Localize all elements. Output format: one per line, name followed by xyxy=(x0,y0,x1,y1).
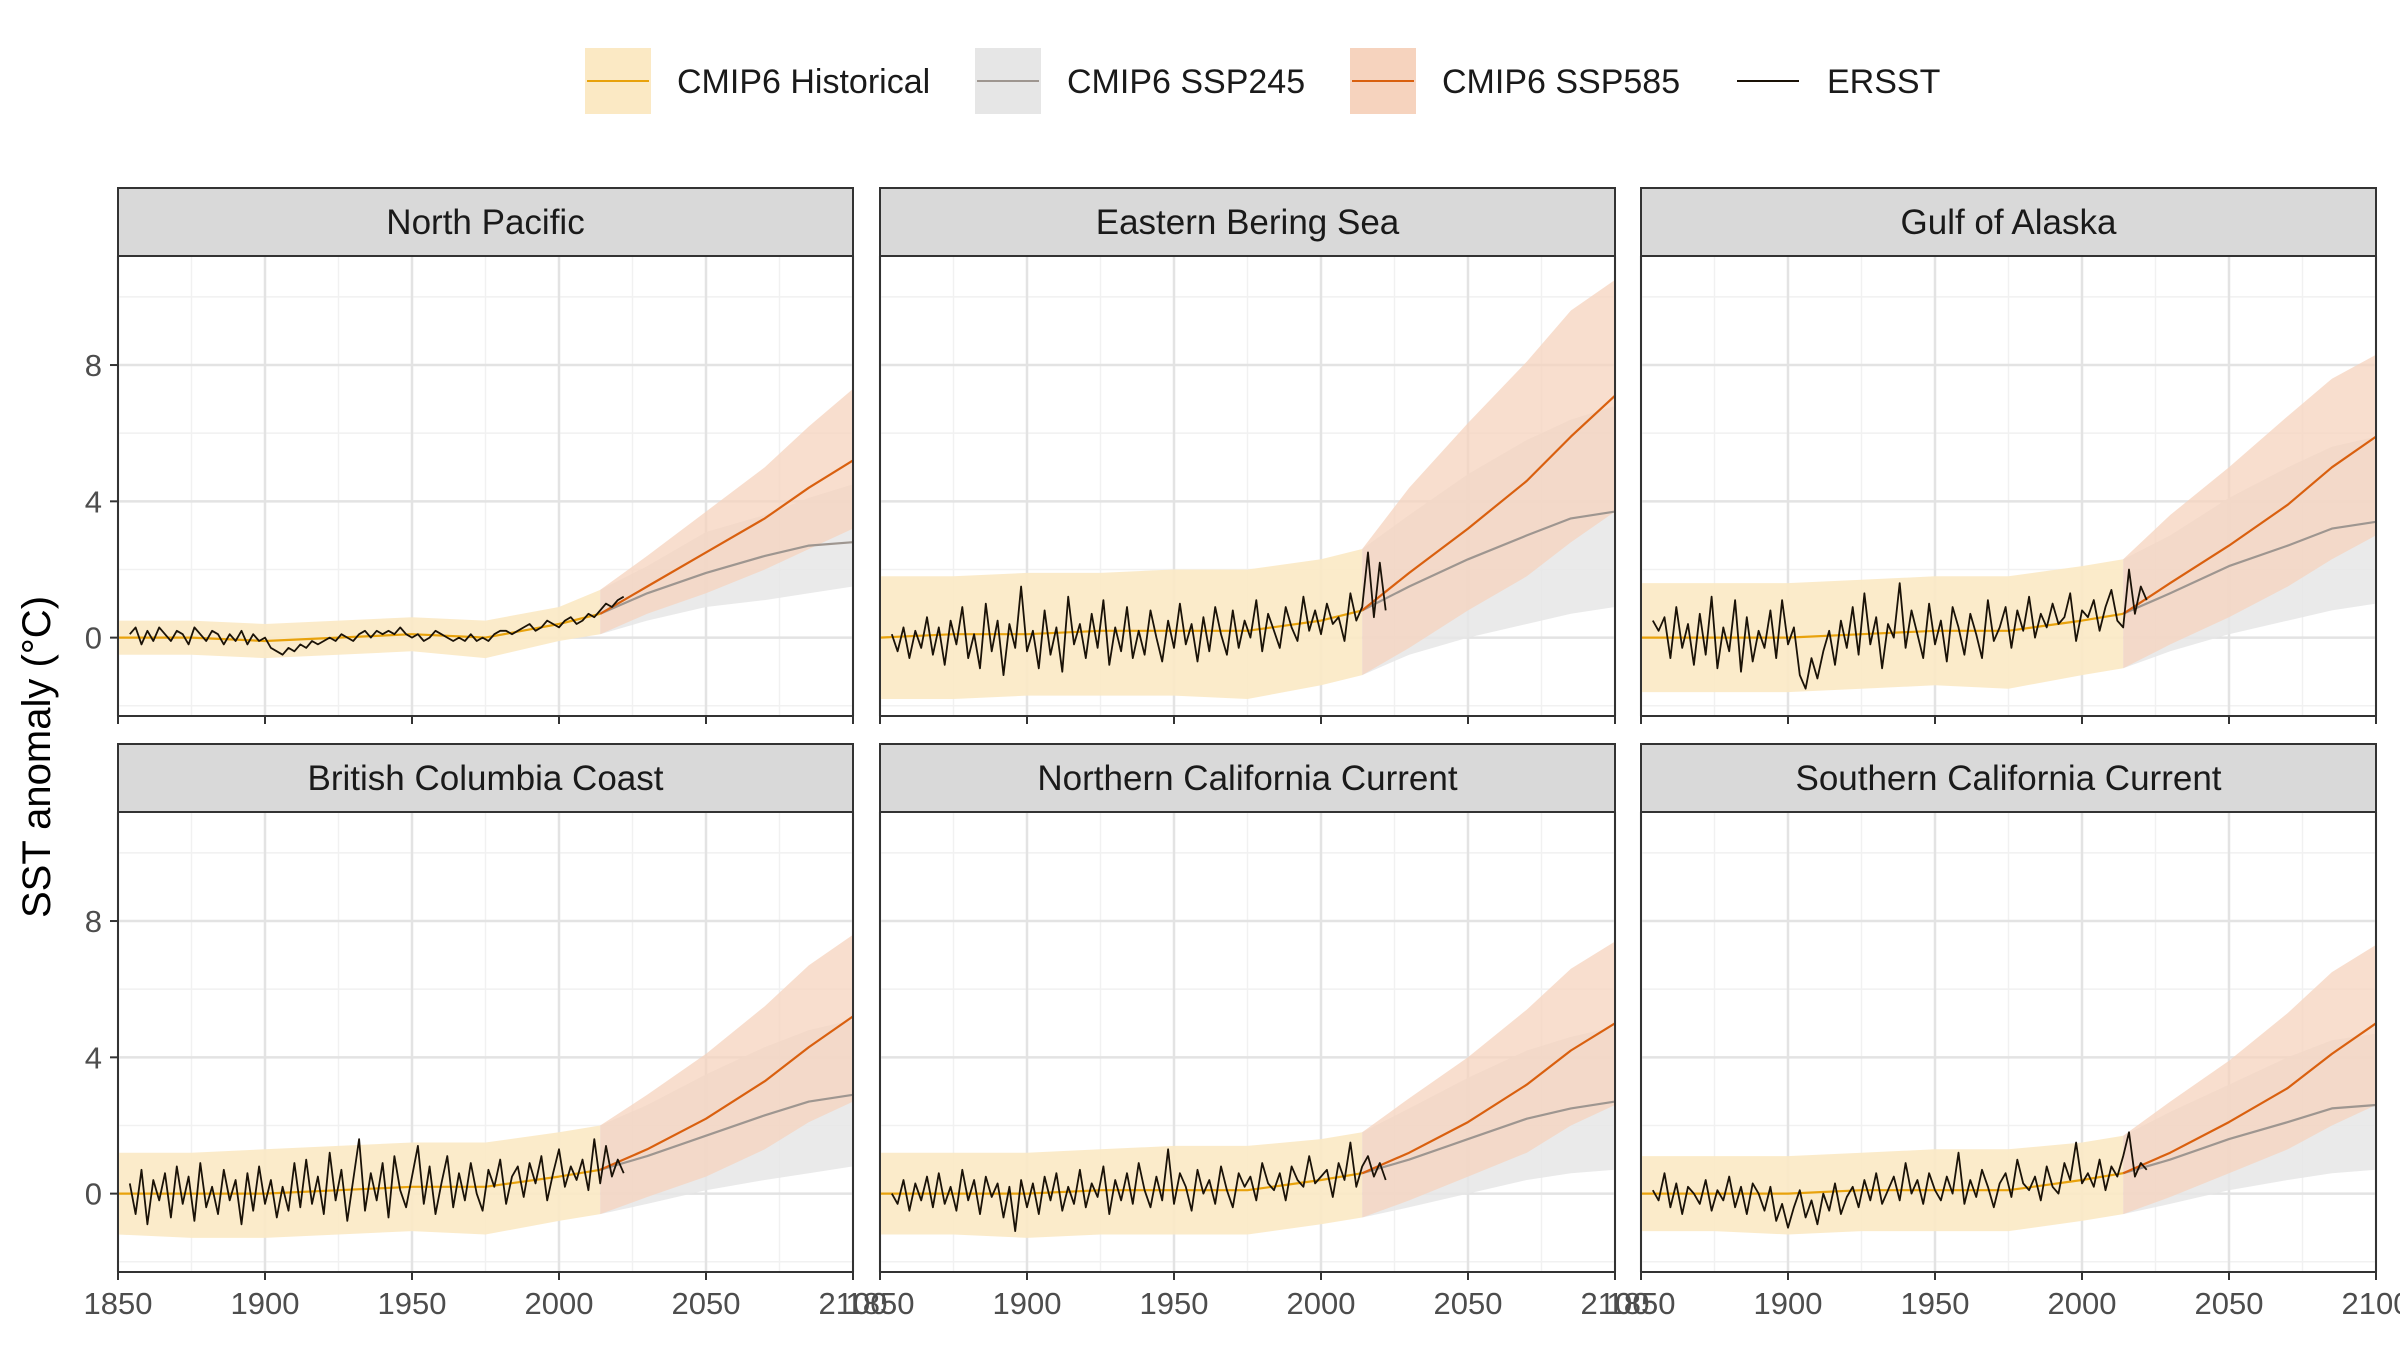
x-tick-label: 1950 xyxy=(1140,1286,1209,1321)
panel-border xyxy=(1640,255,2377,717)
panel: Northern California Current 1850 1900 1950 2… xyxy=(846,743,1650,1321)
panel-strip xyxy=(1640,743,2377,813)
ribbon-historical xyxy=(118,1125,601,1238)
x-tick-label: 2100 xyxy=(819,1286,888,1321)
panel-border xyxy=(879,255,1616,717)
panel-title: North Pacific xyxy=(386,203,584,242)
legend-item-ssp585: CMIP6 SSP585 xyxy=(1350,48,1680,114)
ribbon-ssp585 xyxy=(600,934,853,1215)
ribbon-historical xyxy=(118,589,601,659)
legend-label: CMIP6 Historical xyxy=(677,63,930,101)
ribbon-ssp585 xyxy=(2123,354,2376,669)
x-tick-label: 2000 xyxy=(525,1286,594,1321)
line-ssp585 xyxy=(599,1015,854,1171)
line-ssp245 xyxy=(1361,1100,1616,1175)
x-tick-label: 1850 xyxy=(1607,1286,1676,1321)
x-tick-label: 1850 xyxy=(846,1286,915,1321)
line-ersst xyxy=(1652,1131,2148,1229)
line-ssp585 xyxy=(1361,1022,1616,1175)
x-tick-label: 2100 xyxy=(1581,1286,1650,1321)
legend-item-historical: CMIP6 Historical xyxy=(585,48,930,114)
panel-border xyxy=(117,255,854,717)
line-ersst xyxy=(1652,568,2148,690)
x-tick-label: 2050 xyxy=(672,1286,741,1321)
panel-strip xyxy=(117,187,854,257)
y-tick-label: 8 xyxy=(85,348,102,383)
ribbon-ssp585 xyxy=(1362,279,1615,676)
panel: Eastern Bering Sea xyxy=(878,187,1617,724)
panel: North Pacific 0 4 8 xyxy=(85,187,855,724)
ribbon-historical xyxy=(1641,559,2124,693)
line-historical xyxy=(880,1172,1363,1195)
line-ersst xyxy=(128,1138,625,1226)
line-ssp245 xyxy=(1361,510,1616,612)
legend: CMIP6 Historical CMIP6 SSP245 CMIP6 SSP585… xyxy=(585,48,1940,114)
y-tick-label: 4 xyxy=(85,484,102,519)
panel-title: Northern California Current xyxy=(1037,759,1457,798)
legend-label: CMIP6 SSP585 xyxy=(1442,63,1680,101)
panel-title: Eastern Bering Sea xyxy=(1096,203,1400,242)
legend-label: ERSST xyxy=(1827,63,1940,101)
x-tick-label: 2050 xyxy=(1434,1286,1503,1321)
line-ssp245 xyxy=(2122,520,2377,615)
y-axis-label: SST anomaly (°C) xyxy=(15,596,59,918)
ribbon-ssp585 xyxy=(2123,944,2376,1215)
x-tick-label: 1900 xyxy=(993,1286,1062,1321)
facet-panels: North Pacific 0 4 8 Eastern Bering Sea Gulf o… xyxy=(84,187,2400,1321)
line-ssp585 xyxy=(1361,394,1616,612)
ribbon-historical xyxy=(880,549,1363,699)
legend-item-ersst: ERSST xyxy=(1737,63,1940,101)
ribbon-ssp585 xyxy=(600,388,853,635)
panel-strip xyxy=(879,187,1616,257)
line-ssp245 xyxy=(599,541,854,615)
panel: Gulf of Alaska xyxy=(1639,187,2378,724)
line-ssp245 xyxy=(2122,1103,2377,1175)
line-ssp585 xyxy=(599,459,854,615)
ribbon-historical xyxy=(880,1132,1363,1238)
legend-label: CMIP6 SSP245 xyxy=(1067,63,1305,101)
panel-strip xyxy=(117,743,854,813)
panel: Southern California Current 1850 1900 1950 2… xyxy=(1607,743,2400,1321)
line-ssp245 xyxy=(599,1093,854,1171)
y-tick-label: 0 xyxy=(85,621,102,656)
y-tick-label: 0 xyxy=(85,1177,102,1212)
line-historical xyxy=(1641,612,2124,639)
line-ersst xyxy=(890,551,1387,676)
x-tick-label: 2050 xyxy=(2195,1286,2264,1321)
ribbon-historical xyxy=(1641,1135,2124,1235)
panel-strip xyxy=(879,743,1616,813)
line-historical xyxy=(1641,1172,2124,1195)
panel-border xyxy=(117,811,854,1273)
x-tick-label: 1900 xyxy=(231,1286,300,1321)
panel-border xyxy=(879,811,1616,1273)
ribbon-ssp585 xyxy=(1362,941,1615,1218)
x-tick-label: 1850 xyxy=(84,1286,153,1321)
x-tick-label: 2000 xyxy=(1287,1286,1356,1321)
line-ersst xyxy=(129,595,625,656)
panel-border xyxy=(1640,811,2377,1273)
x-tick-label: 2000 xyxy=(2048,1286,2117,1321)
x-tick-label: 1950 xyxy=(1901,1286,1970,1321)
x-tick-label: 2100 xyxy=(2342,1286,2400,1321)
line-ersst xyxy=(891,1141,1387,1232)
panel-title: Gulf of Alaska xyxy=(1901,203,2117,242)
x-tick-label: 1950 xyxy=(378,1286,447,1321)
legend-item-ssp245: CMIP6 SSP245 xyxy=(975,48,1305,114)
line-ssp585 xyxy=(2122,435,2377,615)
x-tick-label: 1900 xyxy=(1754,1286,1823,1321)
panel-title: British Columbia Coast xyxy=(308,759,664,798)
y-tick-label: 8 xyxy=(85,904,102,939)
panel: British Columbia Coast 0 4 8 1850 1900 1950 200… xyxy=(84,743,888,1321)
line-ssp585 xyxy=(2122,1022,2377,1175)
y-tick-label: 4 xyxy=(85,1040,102,1075)
panel-title: Southern California Current xyxy=(1795,759,2221,798)
